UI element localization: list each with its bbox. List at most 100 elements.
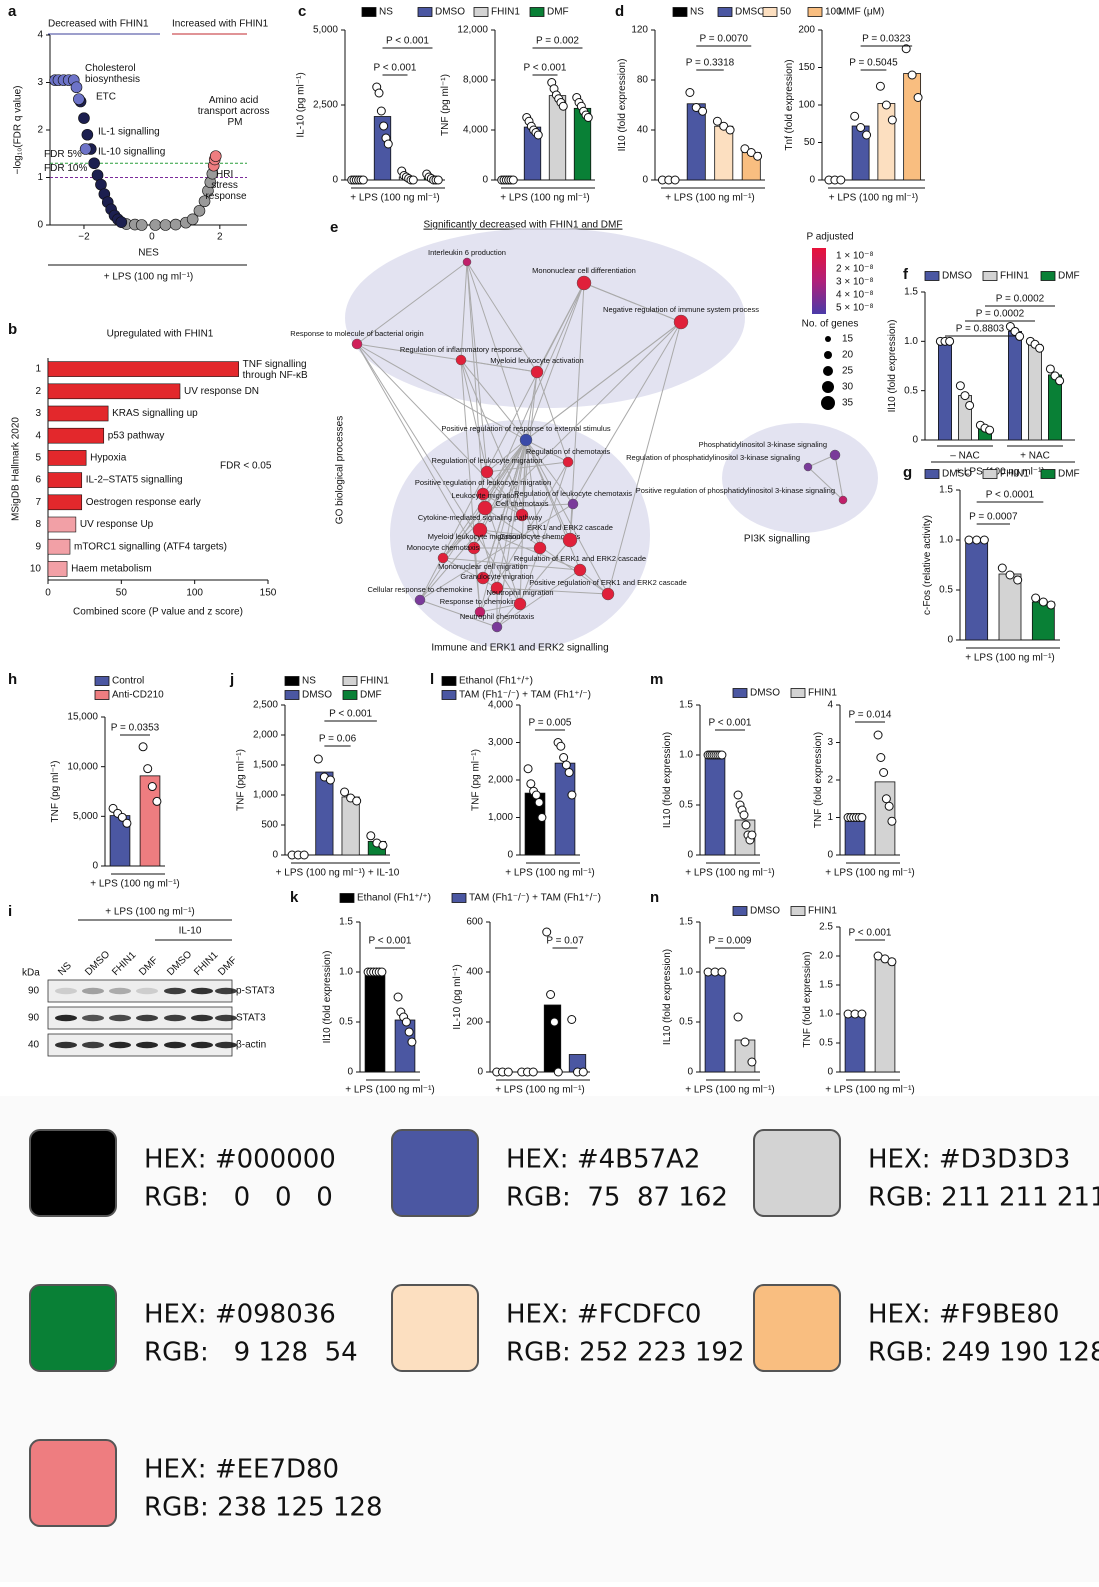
legend-swatch — [807, 7, 823, 17]
legend-swatch — [361, 7, 377, 17]
node — [515, 508, 529, 522]
bar — [47, 383, 181, 400]
legend-swatch — [982, 469, 998, 479]
band — [191, 1041, 213, 1049]
y-tick-label: 0 — [687, 1067, 693, 1078]
node — [803, 462, 813, 472]
network-title: Significantly decreased with FHIN1 and D… — [424, 220, 623, 231]
node — [838, 495, 848, 505]
data-point — [147, 782, 157, 792]
bar-label: Oestrogen response early — [86, 497, 201, 508]
data-point — [857, 1009, 867, 1019]
legend-label: FHIN1 — [1000, 469, 1029, 480]
y-tick-label: 0.5 — [819, 1038, 833, 1049]
hex-label: HEX: #D3D3D3 — [868, 1145, 1070, 1175]
hex-label: HEX: #4B57A2 — [506, 1145, 700, 1175]
edge — [419, 282, 585, 601]
p-value: P = 0.0002 — [996, 294, 1045, 305]
y-tick-label: 1.0 — [679, 750, 693, 761]
size-key-label: 25 — [842, 366, 854, 377]
bar — [373, 116, 392, 181]
x-axis-label: + LPS (100 ng ml⁻¹) — [965, 653, 1054, 664]
node-label: Neutrophil chemotaxis — [460, 612, 534, 621]
panel-letter: c — [298, 3, 306, 20]
node-label: Regulation of leukocyte migration — [432, 456, 543, 465]
data-point — [698, 106, 708, 116]
bar-label: UV response DN — [184, 386, 259, 397]
group-label: – NAC — [950, 451, 979, 462]
point — [73, 93, 85, 105]
bar — [844, 817, 866, 856]
y-tick-label: 1 — [37, 172, 43, 183]
data-point — [960, 391, 970, 401]
y-tick-label: 5,000 — [73, 811, 98, 822]
point — [115, 216, 128, 228]
bar — [938, 340, 953, 441]
node — [567, 498, 579, 510]
node-label: Regulation of ERK1 and ERK2 cascade — [514, 554, 646, 563]
y-axis-label: IL10 (fold expression) — [662, 949, 673, 1045]
edge — [525, 439, 609, 595]
size-key — [822, 381, 834, 393]
y-tick-label: 1.5 — [904, 287, 918, 298]
y-tick-label: 0.5 — [939, 585, 953, 596]
bar — [47, 538, 71, 555]
edge — [460, 359, 538, 373]
edge — [496, 587, 609, 595]
node-label: Positive regulation of phosphatidylinosi… — [636, 486, 835, 495]
data-point — [850, 111, 860, 121]
x-axis-label: NES — [138, 248, 159, 259]
cluster — [345, 228, 745, 408]
data-point — [725, 125, 735, 135]
point — [198, 195, 211, 208]
legend-unit: MMF (μM) — [838, 7, 884, 18]
legend-swatch — [732, 688, 748, 698]
legend-label: TAM (Fh1⁻/⁻) + TAM (Fh1⁺/⁻) — [469, 893, 601, 904]
legend-swatch — [417, 7, 433, 17]
data-point — [567, 1015, 577, 1024]
data-point — [401, 1017, 411, 1027]
bar — [47, 472, 83, 488]
data-point — [408, 175, 418, 185]
x-tick-label: 0 — [45, 588, 51, 599]
y-tick-label: 0 — [912, 435, 918, 446]
y-axis-label: IL-10 (pg ml⁻¹) — [452, 964, 463, 1029]
y-tick-label: 0 — [642, 175, 648, 186]
band — [109, 1014, 131, 1022]
band — [164, 1041, 186, 1049]
band — [191, 1014, 213, 1022]
node-label: Myeloid leukocyte activation — [490, 356, 583, 365]
band — [164, 1014, 186, 1022]
bar-label: mTORC1 signalling (ATF4 targets) — [74, 541, 227, 552]
y-axis-label: TNF (pg ml⁻¹) — [50, 761, 61, 823]
point — [209, 150, 222, 162]
node-label: Leukocyte migration — [451, 491, 518, 500]
edge — [479, 439, 527, 613]
band — [215, 1014, 237, 1022]
rgb-label: RGB: 9 128 54 — [144, 1338, 358, 1368]
size-key-label: 30 — [842, 382, 854, 393]
mw-label: 40 — [28, 1040, 40, 1051]
node — [351, 338, 363, 350]
y-tick-label: 10,000 — [67, 761, 98, 772]
x-axis-label: + LPS (100 ng ml⁻¹) — [685, 868, 774, 879]
y-tick-label: 0 — [92, 861, 98, 872]
x-tick-label: 100 — [186, 588, 203, 599]
y-axis-label: MSigDB Hallmark 2020 — [11, 417, 22, 521]
y-tick-label: 2.5 — [819, 922, 833, 933]
legend-swatch — [762, 7, 778, 17]
point — [88, 157, 100, 170]
p-value: P < 0.001 — [369, 936, 412, 947]
y-tick-label: 0 — [332, 175, 338, 186]
node-label: Response to chemokine — [440, 597, 520, 606]
data-point — [393, 992, 403, 1002]
edge — [356, 343, 521, 605]
data-point — [433, 175, 443, 185]
legend-swatch — [441, 690, 457, 700]
legend-swatch — [717, 7, 733, 17]
bar-label: IL-2–STAT5 signalling — [86, 475, 183, 486]
bar — [965, 539, 989, 641]
data-point — [913, 93, 923, 102]
data-point — [531, 790, 541, 800]
